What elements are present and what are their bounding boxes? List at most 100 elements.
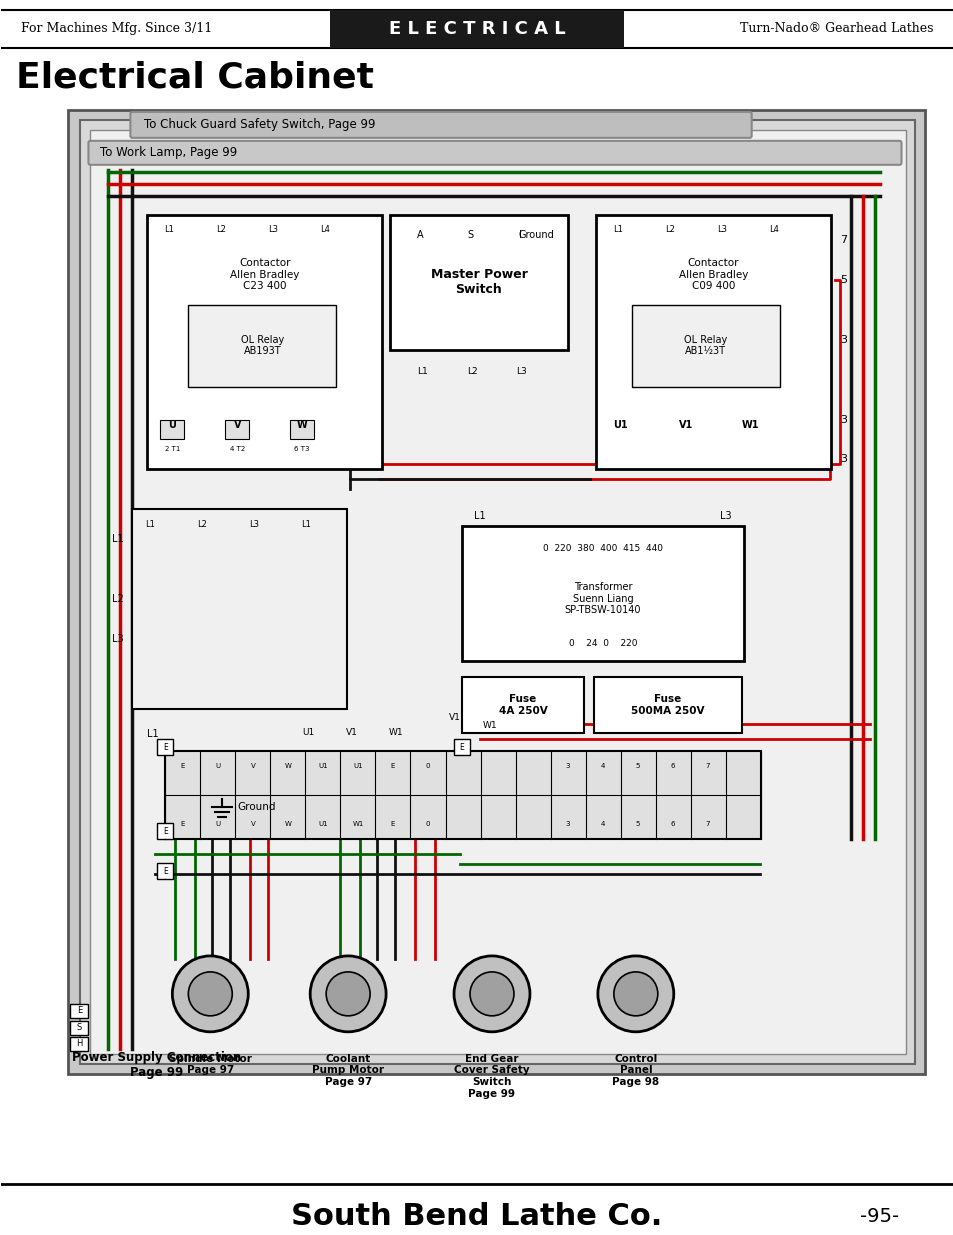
Bar (290, 420, 314, 440)
Bar (225, 420, 249, 440)
Text: Ground: Ground (237, 802, 275, 813)
Text: 6 T3: 6 T3 (294, 447, 310, 452)
Text: L3: L3 (112, 635, 123, 645)
Bar (71, 1037, 89, 1051)
Bar (71, 1021, 89, 1035)
Circle shape (454, 956, 529, 1031)
Text: 3: 3 (840, 454, 846, 464)
Text: E: E (163, 742, 168, 752)
Circle shape (172, 956, 248, 1031)
Text: E: E (163, 867, 168, 876)
Circle shape (470, 972, 514, 1016)
Text: E: E (163, 826, 168, 836)
Text: U1: U1 (613, 420, 627, 430)
Text: 4 T2: 4 T2 (230, 447, 245, 452)
Text: L3: L3 (716, 225, 726, 235)
Bar (157, 740, 173, 755)
Bar (390, 215, 567, 350)
Text: Coolant
Pump Motor
Page 97: Coolant Pump Motor Page 97 (312, 1053, 384, 1087)
Text: 7: 7 (840, 235, 846, 245)
Text: L1: L1 (112, 535, 123, 545)
Text: Control
Panel
Page 98: Control Panel Page 98 (612, 1053, 659, 1087)
Text: -95-: -95- (859, 1207, 898, 1226)
Circle shape (326, 972, 370, 1016)
Text: L3: L3 (516, 367, 527, 377)
Text: L2: L2 (112, 594, 123, 604)
Text: V: V (251, 821, 255, 827)
Text: L4: L4 (320, 225, 330, 235)
Text: L3: L3 (268, 225, 278, 235)
Text: 6: 6 (670, 821, 675, 827)
Bar (454, 740, 470, 755)
Text: Contactor
Allen Bradley
C09 400: Contactor Allen Bradley C09 400 (678, 258, 747, 291)
Text: L1: L1 (164, 225, 174, 235)
Text: U1: U1 (317, 821, 328, 827)
Text: 3: 3 (565, 821, 570, 827)
Bar (594, 677, 740, 734)
Text: 7: 7 (705, 821, 710, 827)
Text: Fuse
500MA 250V: Fuse 500MA 250V (630, 694, 704, 716)
Text: OL Relay
AB1½3T: OL Relay AB1½3T (683, 335, 726, 357)
Text: L3: L3 (720, 511, 731, 521)
Text: 0    24  0    220: 0 24 0 220 (568, 638, 637, 648)
Text: U1: U1 (302, 727, 314, 736)
Text: W: W (284, 763, 291, 769)
Bar (1, 0, 952, 48)
Text: 4: 4 (600, 821, 604, 827)
Text: OL Relay
AB193T: OL Relay AB193T (240, 335, 284, 357)
Text: E: E (180, 821, 185, 827)
FancyBboxPatch shape (89, 141, 901, 164)
Text: W1: W1 (741, 420, 759, 430)
Text: V: V (233, 420, 241, 430)
Text: Turn-Nado® Gearhead Lathes: Turn-Nado® Gearhead Lathes (740, 22, 932, 36)
Text: 5: 5 (636, 821, 639, 827)
Bar (80, 120, 915, 1063)
Text: L1: L1 (147, 729, 158, 740)
Text: For Machines Mfg. Since 3/11: For Machines Mfg. Since 3/11 (21, 22, 212, 36)
Text: V1: V1 (678, 420, 692, 430)
Text: 5: 5 (840, 274, 846, 285)
Text: V: V (251, 763, 255, 769)
Text: Master Power
Switch: Master Power Switch (430, 268, 527, 296)
Text: U1: U1 (317, 763, 328, 769)
Text: W1: W1 (482, 721, 497, 730)
Text: To Work Lamp, Page 99: To Work Lamp, Page 99 (100, 146, 237, 159)
Text: Power Supply Connection
Page 99: Power Supply Connection Page 99 (72, 1051, 241, 1079)
Text: L3: L3 (249, 520, 259, 529)
Text: Spindle Motor
Page 97: Spindle Motor Page 97 (169, 1053, 252, 1076)
Text: End Gear
Cover Safety
Switch
Page 99: End Gear Cover Safety Switch Page 99 (454, 1053, 529, 1099)
Text: V1: V1 (449, 713, 460, 721)
Bar (157, 823, 173, 839)
Text: 0  220  380  400  415  440: 0 220 380 400 415 440 (542, 543, 662, 553)
Text: E: E (391, 821, 395, 827)
Text: 0: 0 (425, 821, 430, 827)
Circle shape (613, 972, 658, 1016)
Text: L2: L2 (664, 225, 674, 235)
Text: U: U (215, 763, 220, 769)
Text: U: U (215, 821, 220, 827)
Text: L2: L2 (197, 520, 207, 529)
Text: 6: 6 (670, 763, 675, 769)
Text: V1: V1 (346, 727, 357, 736)
Bar (330, 10, 623, 48)
Text: W: W (284, 821, 291, 827)
Text: Ground: Ground (518, 230, 554, 240)
Text: E: E (391, 763, 395, 769)
Text: 3: 3 (840, 415, 846, 425)
Bar (132, 509, 347, 709)
Bar (157, 863, 173, 879)
Text: H: H (76, 1040, 83, 1049)
Text: E: E (77, 1007, 82, 1015)
Text: 3: 3 (840, 335, 846, 345)
Text: E: E (180, 763, 185, 769)
Text: 4: 4 (600, 763, 604, 769)
Text: L1: L1 (301, 520, 311, 529)
Text: U1: U1 (353, 763, 362, 769)
Text: 7: 7 (705, 763, 710, 769)
Text: L1: L1 (416, 367, 427, 377)
Bar (461, 677, 583, 734)
Text: To Chuck Guard Safety Switch, Page 99: To Chuck Guard Safety Switch, Page 99 (144, 119, 375, 131)
Bar (71, 1004, 89, 1018)
Text: 3: 3 (565, 763, 570, 769)
Text: L4: L4 (768, 225, 778, 235)
